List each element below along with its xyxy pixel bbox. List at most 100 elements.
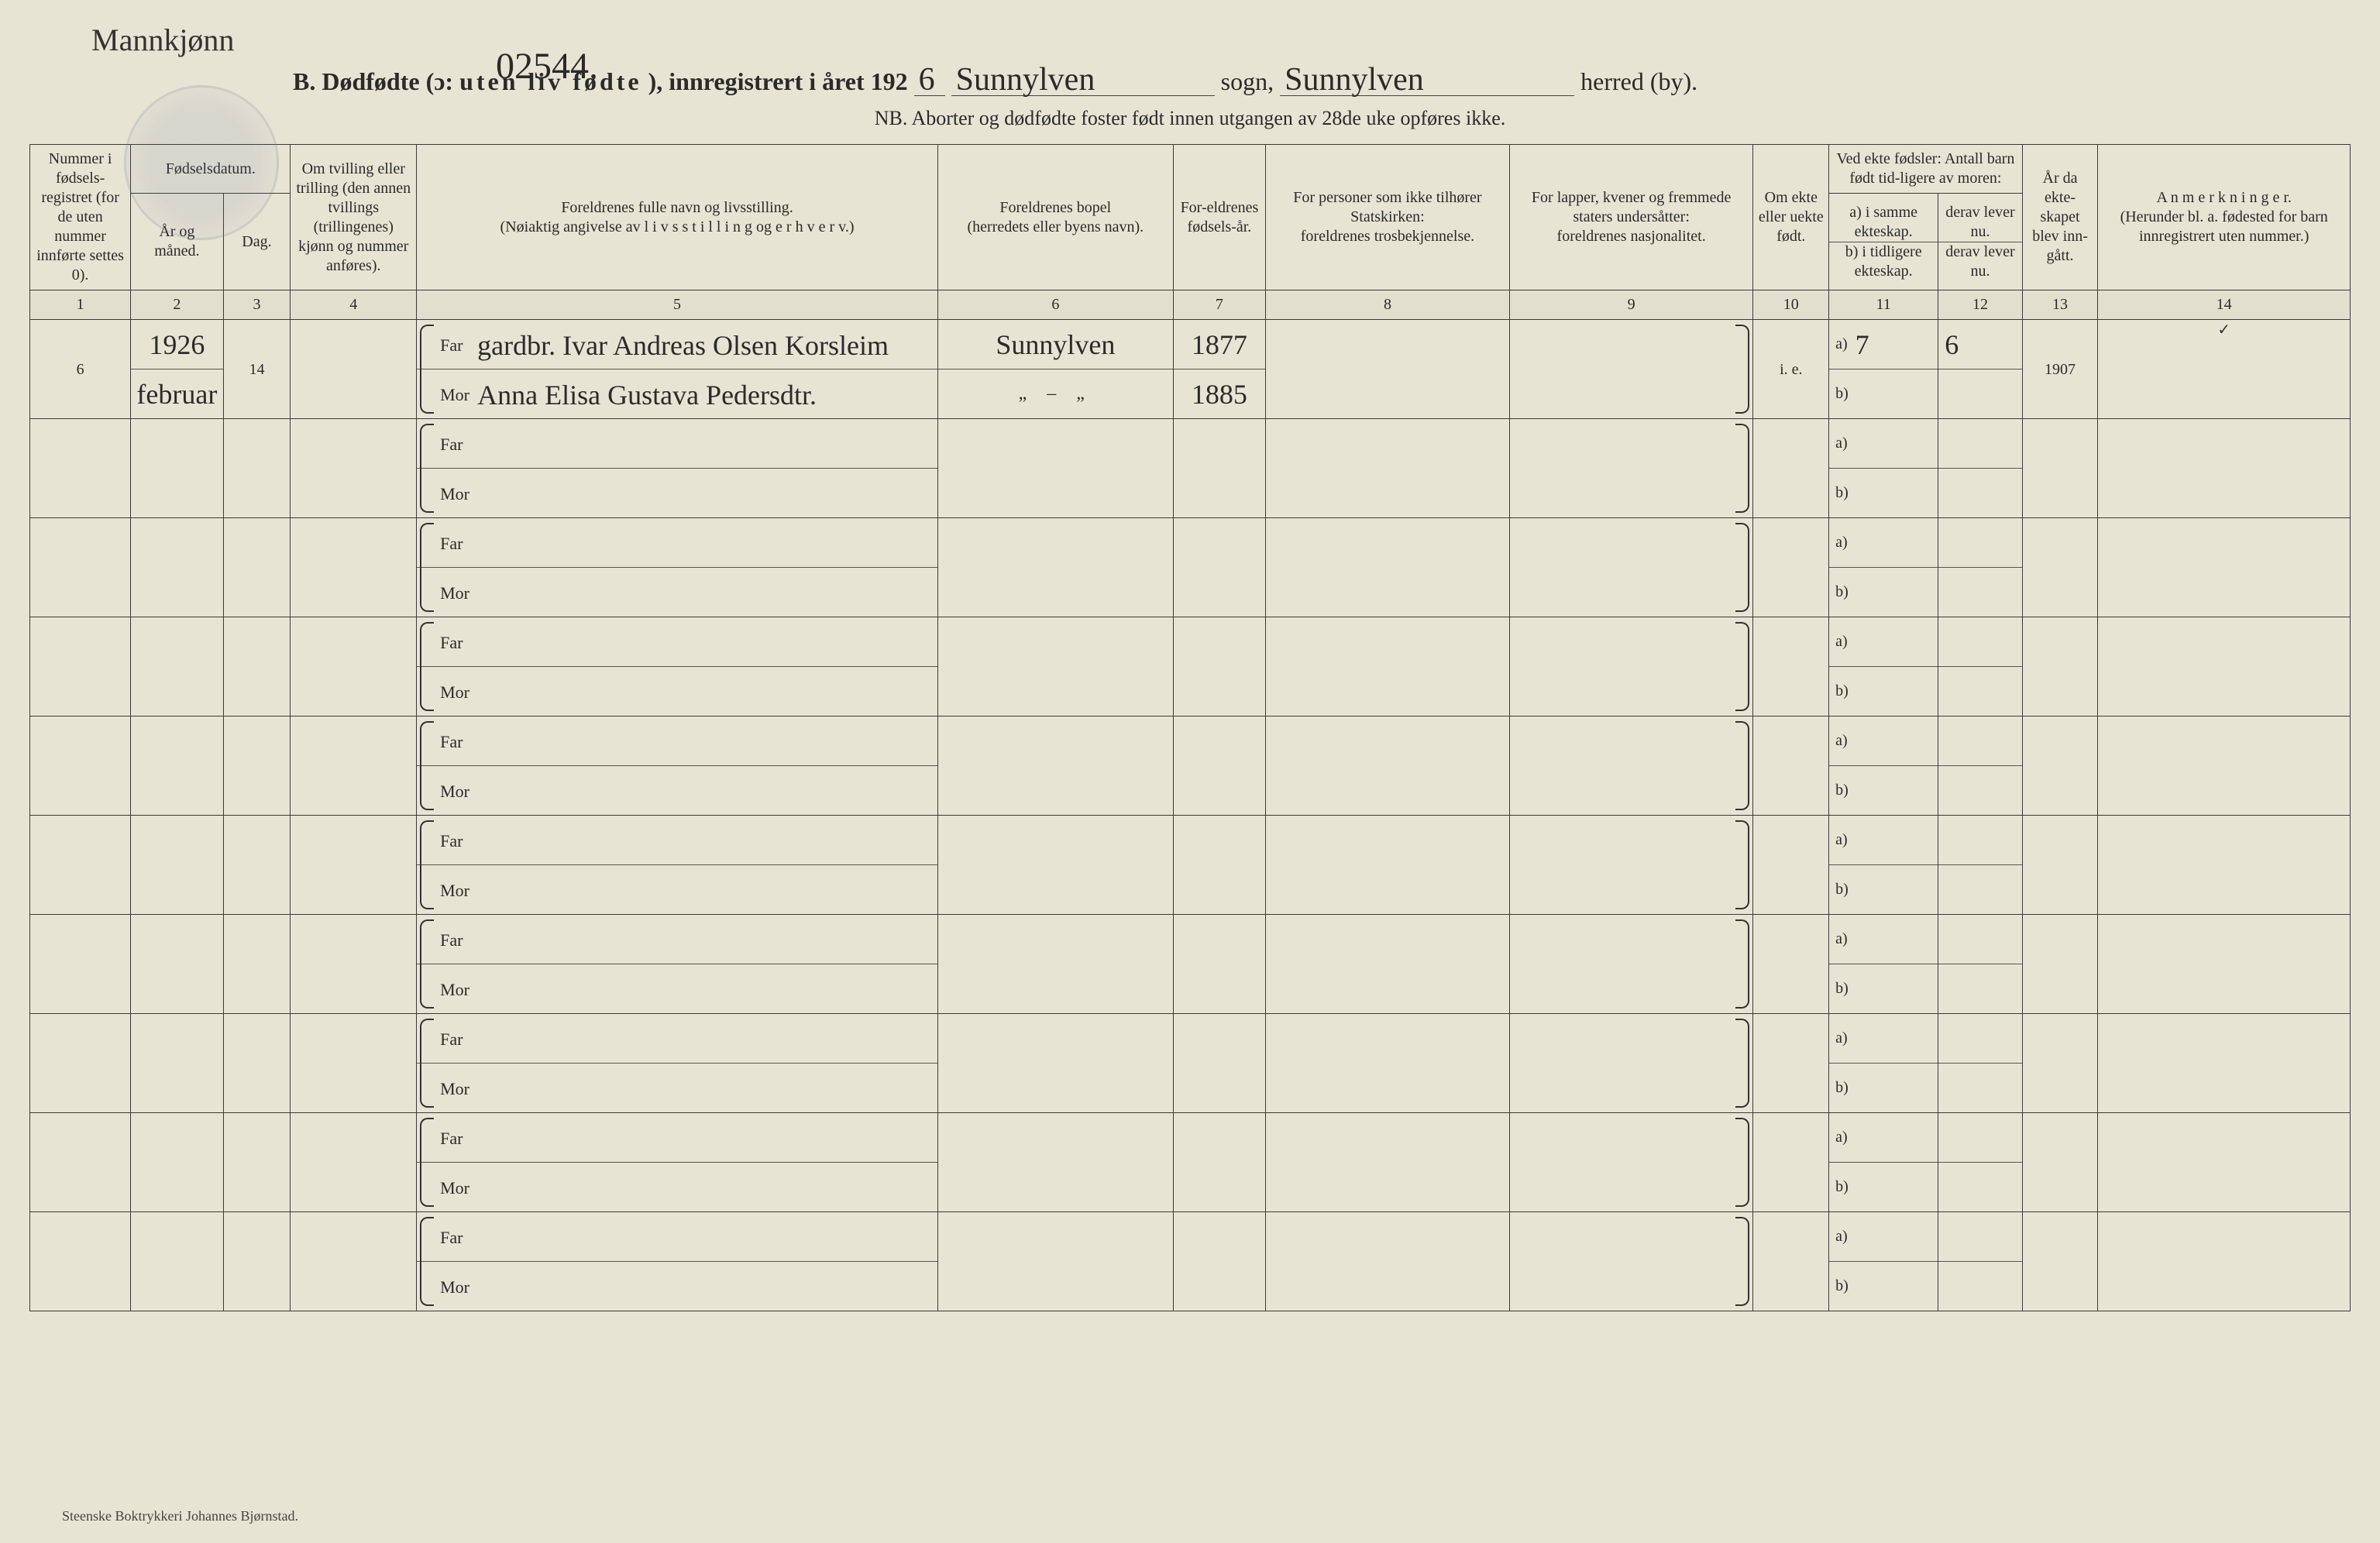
bopel-cell xyxy=(937,617,1173,717)
marriage-year xyxy=(2022,617,2098,717)
brace-left-icon xyxy=(420,325,434,414)
brace-left-icon xyxy=(420,919,434,1009)
birthyear-cell xyxy=(1173,617,1265,717)
remarks-cell xyxy=(2098,717,2351,816)
colnum-6: 6 xyxy=(937,290,1173,320)
twin-cell xyxy=(291,518,417,617)
colnum-2: 2 xyxy=(131,290,223,320)
table-row: FarMora)b) xyxy=(30,617,2351,717)
bopel-cell xyxy=(937,518,1173,617)
mor-label: Mor xyxy=(440,583,471,603)
entry-number xyxy=(30,419,131,518)
entry-number xyxy=(30,1014,131,1113)
a-label: a) xyxy=(1835,831,1848,849)
far-label: Far xyxy=(440,1029,471,1050)
col-4-header: Om tvilling eller trilling (den annen tv… xyxy=(291,145,417,290)
mor-label: Mor xyxy=(440,682,471,703)
mor-label: Mor xyxy=(440,980,471,1000)
colnum-9: 9 xyxy=(1509,290,1753,320)
remarks-cell xyxy=(2098,816,2351,915)
table-row: 6 1926 februar 14 Far gardbr. Ivar Andre… xyxy=(30,320,2351,419)
birthyear-cell xyxy=(1173,1014,1265,1113)
religion-cell xyxy=(1266,1212,1510,1311)
mor-label: Mor xyxy=(440,881,471,901)
birthyear-cell xyxy=(1173,1113,1265,1212)
col11-cell: a)b) xyxy=(1829,1014,1938,1113)
a-label: a) xyxy=(1835,435,1848,452)
entry-day xyxy=(223,816,291,915)
entry-number xyxy=(30,915,131,1014)
colnum-14: 14 xyxy=(2098,290,2351,320)
brace-right-icon xyxy=(1735,1118,1749,1207)
parents-cell: FarMor xyxy=(417,1014,938,1113)
brace-right-icon xyxy=(1735,919,1749,1009)
far-label: Far xyxy=(440,335,471,356)
far-label: Far xyxy=(440,1129,471,1149)
far-name: gardbr. Ivar Andreas Olsen Korsleim xyxy=(477,332,889,359)
marriage-year xyxy=(2022,717,2098,816)
section-letter: B. xyxy=(293,67,315,96)
marriage-year: 1907 xyxy=(2022,320,2098,419)
sogn-label: sogn, xyxy=(1221,67,1274,96)
b-label: b) xyxy=(1835,484,1849,502)
entry-day xyxy=(223,1014,291,1113)
parents-cell: FarMor xyxy=(417,518,938,617)
parents-cell: Far gardbr. Ivar Andreas Olsen Korsleim … xyxy=(417,320,938,419)
mor-name: Anna Elisa Gustava Pedersdtr. xyxy=(477,381,817,409)
colnum-5: 5 xyxy=(417,290,938,320)
entry-number: 6 xyxy=(30,320,131,419)
twin-cell xyxy=(291,1212,417,1311)
col-5-line-a: Foreldrenes fulle navn og livsstilling. xyxy=(421,198,933,218)
table-row: FarMora)b) xyxy=(30,717,2351,816)
col-12a-header: derav lever nu. xyxy=(1938,203,2022,242)
remarks-cell xyxy=(2098,617,2351,717)
entry-day xyxy=(223,518,291,617)
entry-number xyxy=(30,617,131,717)
table-row: FarMora)b) xyxy=(30,915,2351,1014)
date-cell xyxy=(131,816,223,915)
b-label: b) xyxy=(1835,682,1849,700)
a-label: a) xyxy=(1835,732,1848,750)
b-label: b) xyxy=(1835,782,1849,799)
birthyear-cell xyxy=(1173,816,1265,915)
date-cell xyxy=(131,1014,223,1113)
far-label: Far xyxy=(440,633,471,653)
far-birthyear: 1877 xyxy=(1174,320,1265,369)
col-11-top: Ved ekte fødsler: Antall barn født tid-l… xyxy=(1829,145,2023,194)
mor-label: Mor xyxy=(440,385,471,405)
marriage-year xyxy=(2022,1212,2098,1311)
twin-cell xyxy=(291,419,417,518)
col-14-line-a: A n m e r k n i n g e r. xyxy=(2103,188,2345,208)
bopel-cell xyxy=(937,1113,1173,1212)
bopel-cell xyxy=(937,419,1173,518)
entry-day xyxy=(223,617,291,717)
nationality-cell xyxy=(1509,1113,1753,1212)
col-6-line-a: Foreldrenes bopel xyxy=(943,198,1168,218)
date-cell xyxy=(131,617,223,717)
remarks-cell xyxy=(2098,518,2351,617)
parents-cell: FarMor xyxy=(417,915,938,1014)
brace-left-icon xyxy=(420,820,434,909)
col-9-line-b: foreldrenes nasjonalitet. xyxy=(1515,227,1749,246)
register-table: Nummer i fødsels-registret (for de uten … xyxy=(29,144,2351,1311)
marriage-year xyxy=(2022,915,2098,1014)
brace-right-icon xyxy=(1735,1019,1749,1108)
brace-left-icon xyxy=(420,523,434,612)
c12a-val: 6 xyxy=(1945,331,1959,359)
col-11-sub: a) i samme ekteskap. b) i tidligere ekte… xyxy=(1829,194,1938,290)
brace-right-icon xyxy=(1735,820,1749,909)
entry-day xyxy=(223,915,291,1014)
ekte-cell xyxy=(1753,717,1829,816)
bopel-cell xyxy=(937,1014,1173,1113)
col12-cell xyxy=(1938,816,2023,915)
twin-cell xyxy=(291,320,417,419)
col-8-header: For personer som ikke tilhører Statskirk… xyxy=(1266,145,1510,290)
b-label: b) xyxy=(1835,881,1849,899)
page-number: 02544. xyxy=(496,45,598,88)
bopel-far: Sunnylven xyxy=(938,320,1173,369)
col12-cell xyxy=(1938,419,2023,518)
nationality-cell xyxy=(1509,816,1753,915)
entry-day xyxy=(223,1113,291,1212)
religion-cell xyxy=(1266,717,1510,816)
nationality-cell xyxy=(1509,1212,1753,1311)
